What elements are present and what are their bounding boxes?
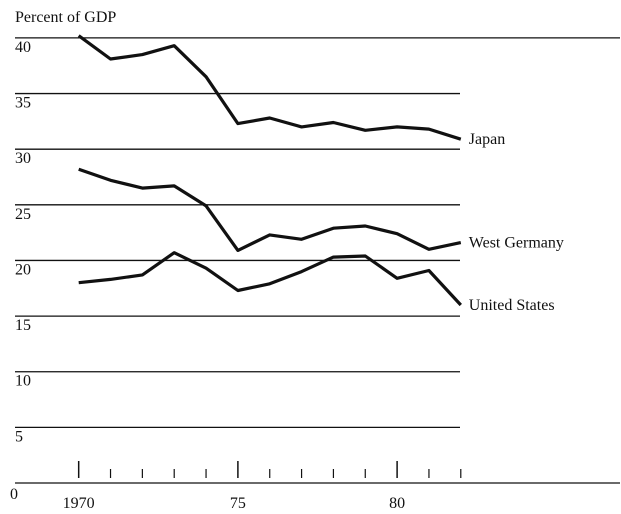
series-label: Japan: [469, 131, 505, 148]
y-tick-label: 5: [15, 428, 23, 445]
x-tick-label: 80: [389, 495, 405, 512]
series-label: United States: [469, 297, 555, 314]
y-tick-label: 15: [15, 317, 31, 334]
y-tick-label: 10: [15, 373, 31, 390]
y-axis-label: Percent of GDP: [15, 9, 116, 26]
x-tick-label: 75: [230, 495, 246, 512]
y-tick-label: 35: [15, 95, 31, 112]
series-line: [77, 34, 462, 141]
y-tick-label: 30: [15, 150, 31, 167]
y-tick-label: 0: [10, 486, 18, 503]
y-tick-label: 20: [15, 261, 31, 278]
y-tick-label: 25: [15, 206, 31, 223]
y-tick-label: 40: [15, 39, 31, 56]
x-tick-label: 1970: [63, 495, 95, 512]
series-line: [78, 251, 462, 307]
series-line: [78, 167, 462, 252]
series-label: West Germany: [469, 235, 564, 252]
